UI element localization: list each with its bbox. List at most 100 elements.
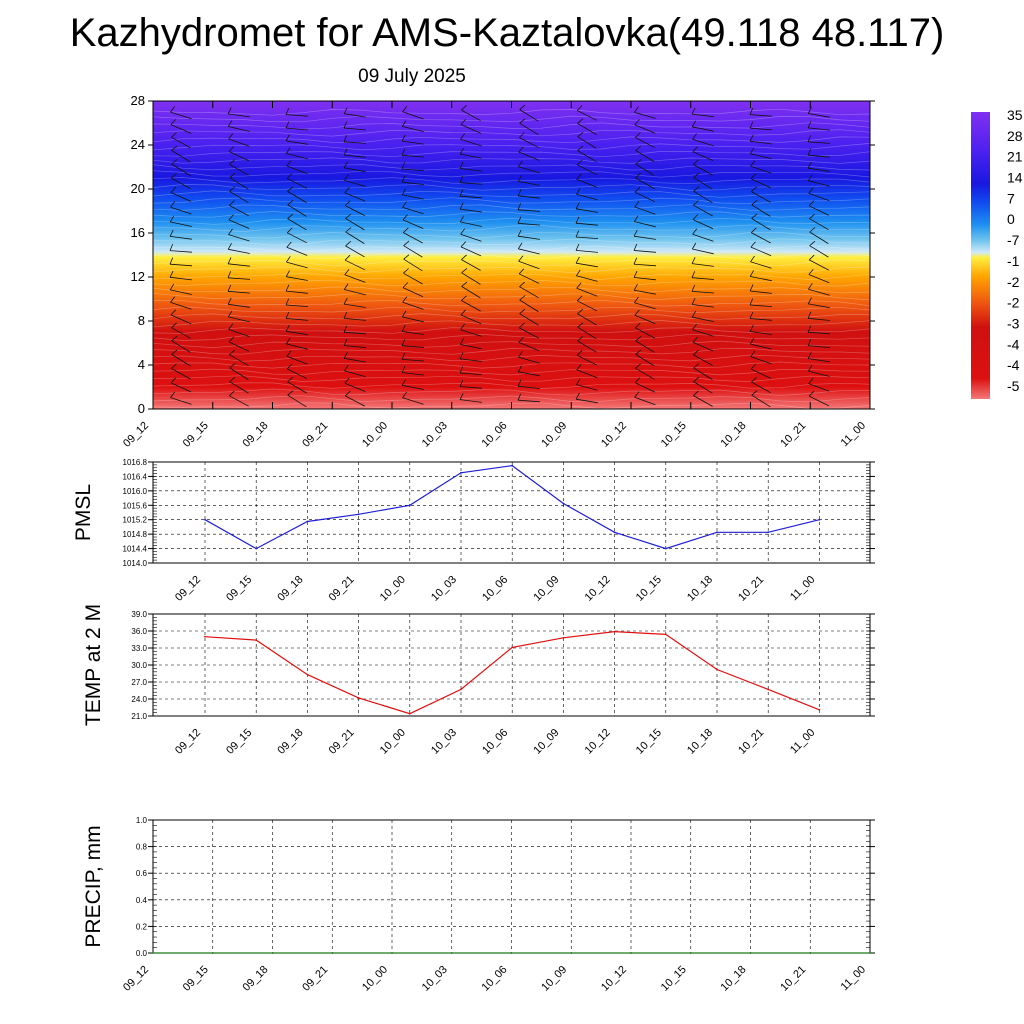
x-tick-label: 10_09 xyxy=(531,574,561,604)
data-point xyxy=(450,952,453,954)
colorbar-label: -4 xyxy=(1007,357,1020,373)
wind-barb xyxy=(518,166,540,174)
wind-barb xyxy=(402,126,424,132)
x-tick-label: 10_21 xyxy=(778,420,808,450)
wind-barb xyxy=(343,141,367,144)
wind-barb xyxy=(229,367,249,380)
wind-barb xyxy=(749,318,773,321)
wind-barb xyxy=(285,318,309,321)
y-axis-title: TEMP at 2 M xyxy=(82,604,105,726)
x-tick-label: 10_21 xyxy=(736,574,766,604)
wind-barb xyxy=(749,114,773,117)
data-point xyxy=(460,688,462,691)
wind-barb xyxy=(751,232,771,244)
wind-barb xyxy=(286,343,308,350)
wind-barb xyxy=(285,304,309,307)
wind-barb xyxy=(228,303,250,308)
wind-barb xyxy=(575,236,599,239)
wind-barb xyxy=(577,326,597,340)
wind-barb xyxy=(750,153,772,159)
wind-barb xyxy=(170,111,192,120)
data-point xyxy=(767,531,770,534)
contour-lines xyxy=(153,108,870,409)
wind-barb xyxy=(693,177,713,190)
x-tick-label: 09_18 xyxy=(275,727,305,757)
wind-barb xyxy=(286,140,308,145)
data-point xyxy=(570,952,573,954)
y-tick-label: 1016.0 xyxy=(123,487,148,496)
colorbar-label: 35 xyxy=(1007,107,1023,123)
wind-barb xyxy=(287,204,307,217)
data-point xyxy=(749,952,752,954)
wind-barb xyxy=(692,219,714,230)
data-point xyxy=(204,635,206,638)
wind-barb xyxy=(635,163,655,176)
cross-section-panel: 0 4 8 12 16 20 24 28 09_12 09_15 09_18 09_21 10_00 10… xyxy=(121,93,875,450)
data-point xyxy=(562,502,565,505)
wind-barb xyxy=(286,153,308,160)
wind-barb xyxy=(228,219,250,229)
wind-barb xyxy=(808,383,830,392)
wind-barb xyxy=(228,151,250,162)
wind-barb xyxy=(577,340,597,353)
wind-barb xyxy=(519,299,539,312)
wind-barb xyxy=(693,354,713,366)
x-tick-label: 11_00 xyxy=(788,727,818,757)
wind-barb xyxy=(171,327,191,339)
x-tick-label: 10_00 xyxy=(360,964,390,994)
wind-barb xyxy=(343,318,367,321)
y-tick-label: 0 xyxy=(138,401,145,416)
y-tick-label: 0.8 xyxy=(136,843,148,852)
wind-barb xyxy=(171,163,191,176)
colorbar-label: -7 xyxy=(1007,232,1020,248)
wind-barb xyxy=(402,219,424,229)
wind-barb xyxy=(229,164,249,176)
x-tick-label: 10_09 xyxy=(531,727,561,757)
precip-panel: 0.0 0.2 0.4 0.6 0.8 1.0 09_12 09_15 09_18 09_21 10… xyxy=(82,816,875,994)
wind-barb xyxy=(576,208,598,213)
cross-section-field xyxy=(153,101,870,409)
x-tick-label: 10_09 xyxy=(539,420,569,450)
colorbar-label: 7 xyxy=(1007,190,1015,206)
wind-barb xyxy=(227,277,251,280)
wind-barb xyxy=(287,381,307,394)
wind-barb xyxy=(344,345,366,349)
data-point xyxy=(271,952,274,954)
wind-barb xyxy=(576,369,598,379)
wind-barb xyxy=(170,206,192,215)
wind-barb xyxy=(460,399,482,403)
wind-barb xyxy=(170,289,192,295)
wind-barb xyxy=(750,276,772,282)
wind-barb xyxy=(171,136,191,149)
wind-barb xyxy=(751,381,771,394)
data-point xyxy=(391,952,393,954)
wind-barb xyxy=(634,314,656,324)
x-tick-label: 10_21 xyxy=(736,727,766,757)
y-tick-label: 30.0 xyxy=(131,661,147,670)
data-point xyxy=(664,547,667,550)
wind-barb xyxy=(286,261,308,269)
wind-barb xyxy=(402,194,424,200)
wind-barb xyxy=(808,127,830,131)
wind-barb xyxy=(229,381,249,394)
colorbar-label: -5 xyxy=(1007,378,1020,394)
wind-barb xyxy=(344,113,366,118)
colorbar-label: 21 xyxy=(1007,149,1023,165)
wind-barb xyxy=(691,277,715,280)
wind-barb xyxy=(227,290,251,294)
data-point xyxy=(689,952,692,954)
wind-barb xyxy=(750,290,772,294)
wind-barb xyxy=(519,313,539,326)
wind-barb xyxy=(809,231,829,244)
data-point xyxy=(331,952,334,954)
wind-barb xyxy=(692,248,714,255)
wind-barb xyxy=(344,370,366,378)
wind-barb xyxy=(228,248,250,254)
wind-barb xyxy=(634,112,656,119)
wind-barb xyxy=(229,395,249,407)
wind-barb xyxy=(170,382,192,393)
y-axis-title: PRECIP, mm xyxy=(82,825,105,947)
wind-barb xyxy=(634,382,656,393)
wind-barb xyxy=(403,258,423,272)
x-tick-label: 09_18 xyxy=(275,574,305,604)
